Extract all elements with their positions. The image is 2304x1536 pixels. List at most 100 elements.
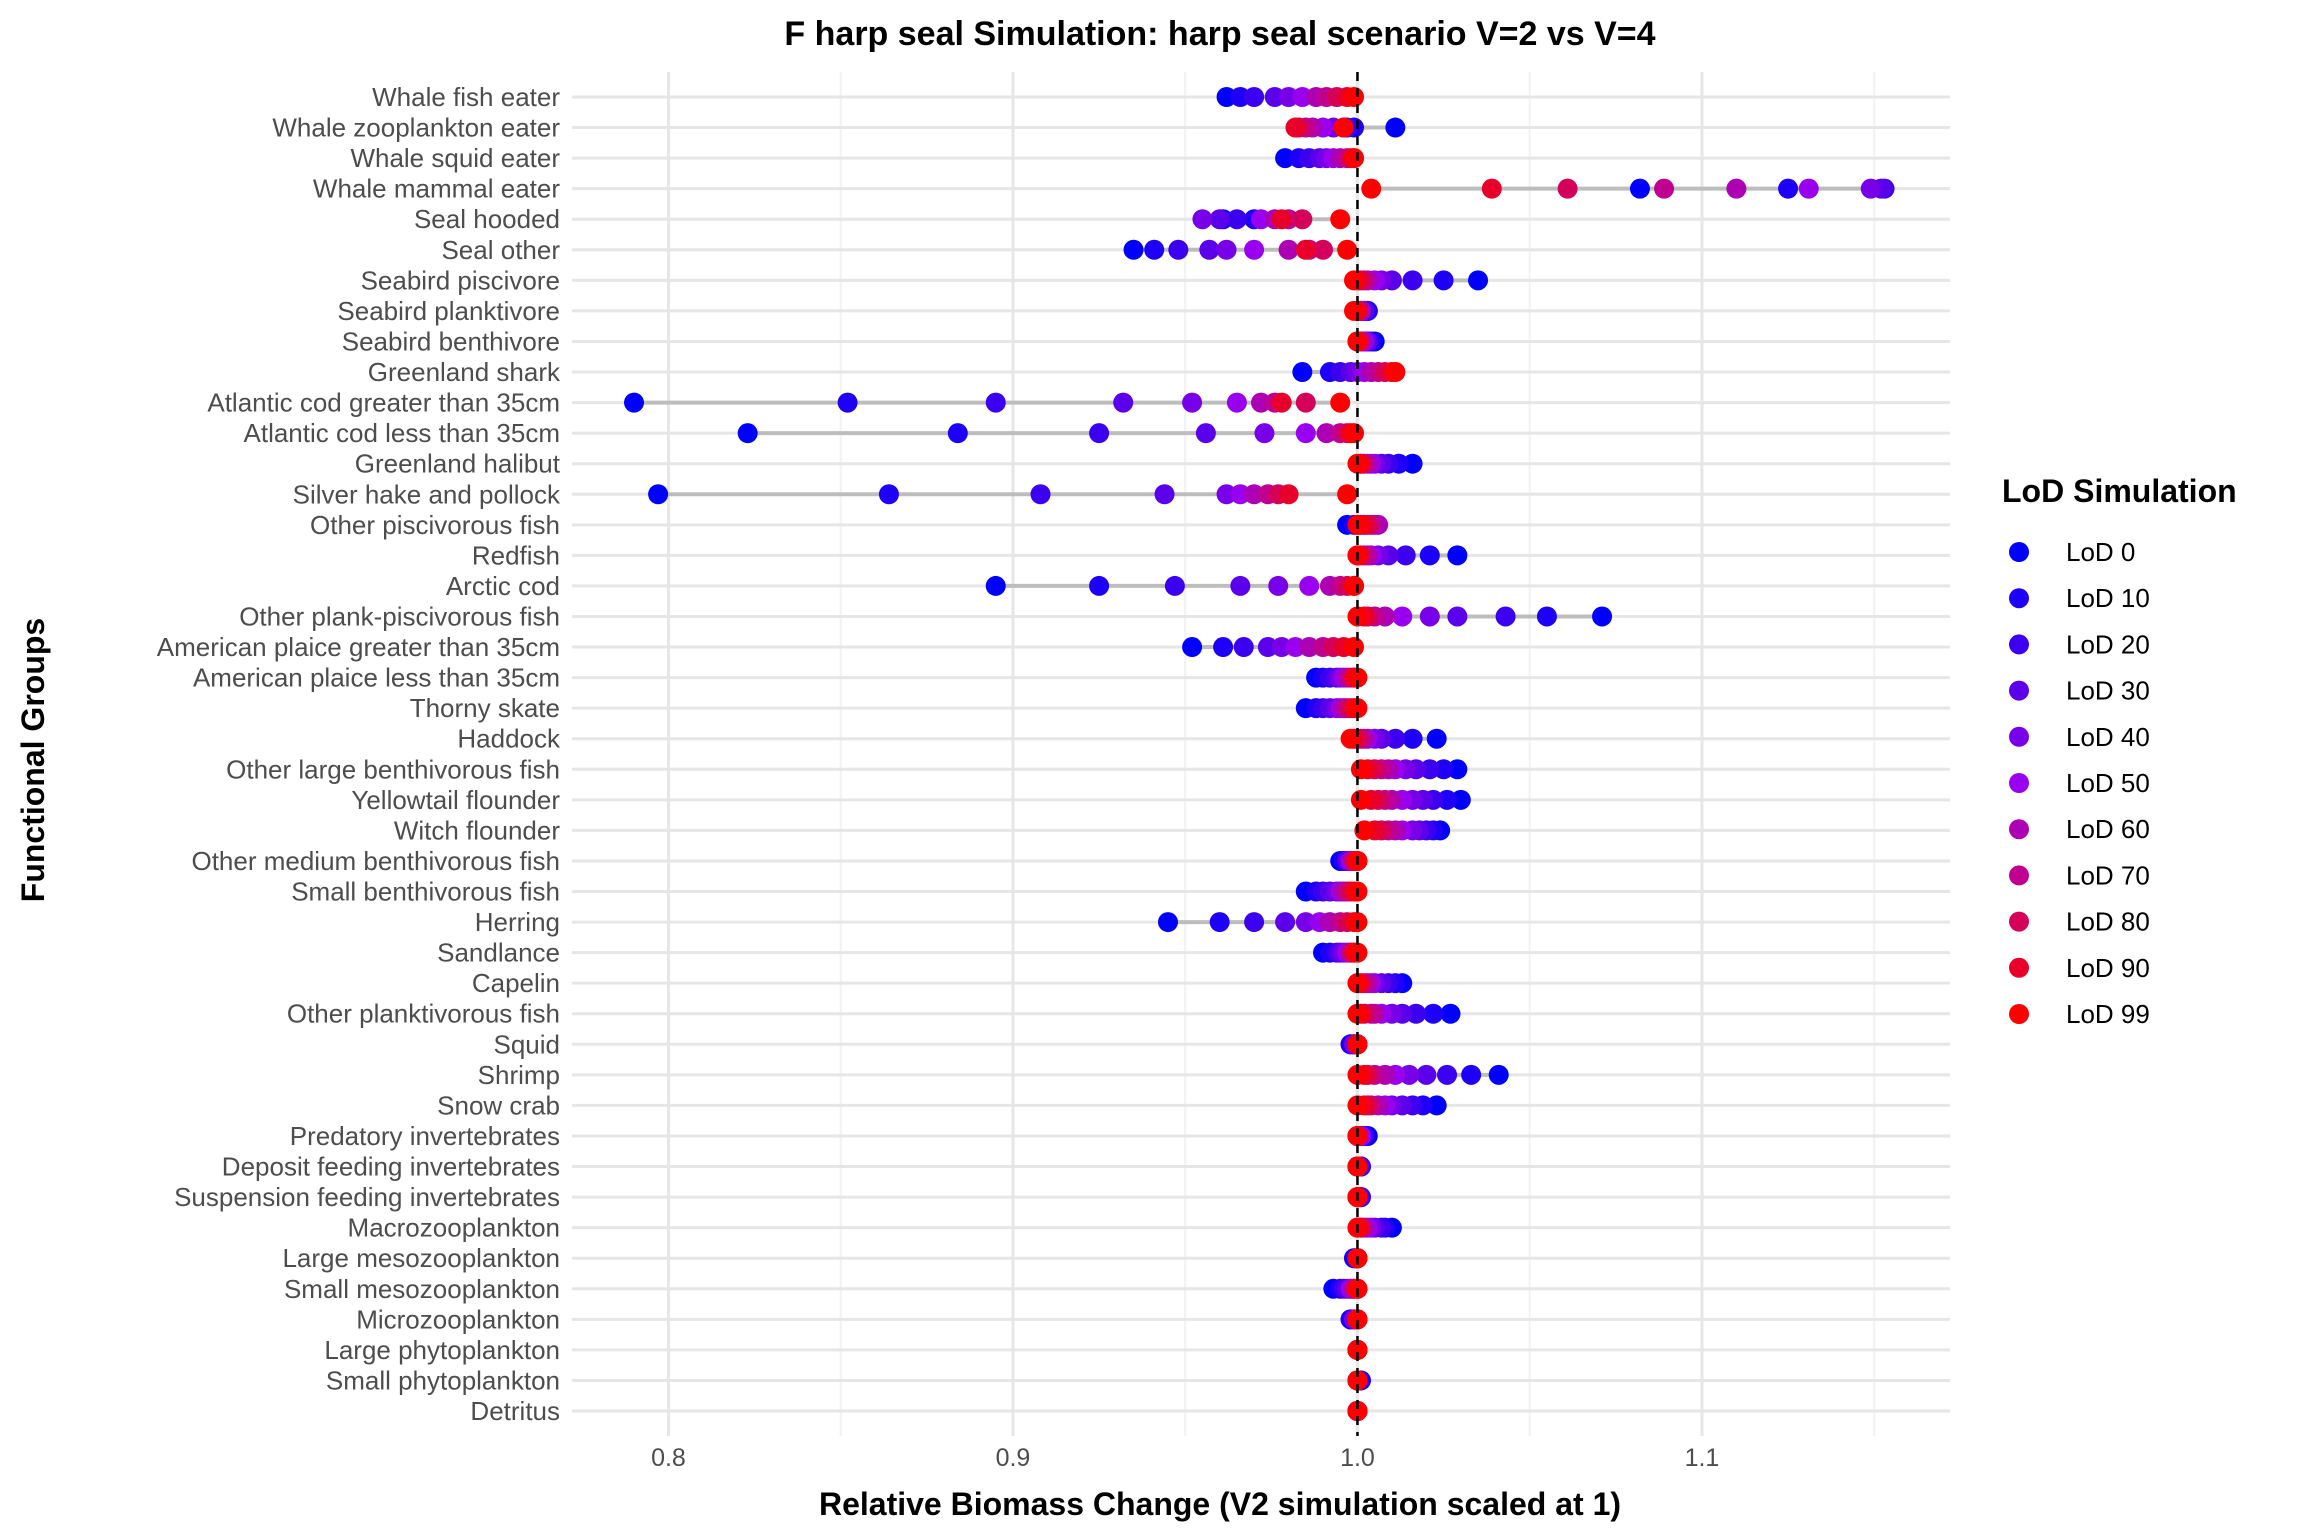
data-point — [1344, 87, 1365, 107]
data-point — [1209, 912, 1230, 933]
data-point — [1654, 178, 1675, 199]
data-point — [1347, 1034, 1368, 1055]
data-point — [1347, 973, 1368, 994]
x-tick-label: 0.8 — [651, 1444, 686, 1472]
y-tick-label: Silver hake and pollock — [293, 479, 561, 509]
data-point — [1419, 545, 1440, 566]
data-point — [1268, 575, 1289, 596]
data-point — [1278, 87, 1299, 107]
data-point — [1330, 209, 1351, 230]
data-point — [1285, 637, 1306, 658]
legend-label: LoD 0 — [2066, 537, 2135, 567]
data-point — [1292, 209, 1313, 230]
data-point — [1271, 637, 1292, 658]
data-point — [1271, 392, 1292, 413]
y-tick-label: Squid — [494, 1029, 561, 1059]
data-point — [1860, 178, 1881, 199]
data-point — [1433, 759, 1454, 780]
data-point — [1347, 1309, 1368, 1330]
data-point — [1395, 545, 1416, 566]
data-point — [1350, 789, 1371, 810]
data-point — [985, 575, 1006, 596]
data-point — [1168, 239, 1189, 260]
data-point — [1426, 1095, 1447, 1116]
data-point — [1344, 637, 1365, 658]
range-lines — [634, 95, 1885, 1383]
y-tick-label: Atlantic cod greater than 35cm — [207, 388, 560, 418]
data-point — [1392, 606, 1413, 627]
legend-key — [2009, 588, 2029, 609]
y-tick-label: Large phytoplankton — [324, 1335, 560, 1365]
data-point — [1447, 759, 1468, 780]
data-point — [1402, 270, 1423, 291]
data-point — [1292, 87, 1313, 107]
data-point — [1416, 1064, 1437, 1085]
data-point — [985, 392, 1006, 413]
data-point — [1295, 239, 1316, 260]
x-tick-label: 0.9 — [996, 1444, 1031, 1472]
y-tick-label: Redfish — [472, 540, 560, 570]
data-point — [1461, 1064, 1482, 1085]
data-point — [1299, 575, 1320, 596]
y-tick-label: Seabird piscivore — [361, 265, 560, 295]
y-tick-label: Deposit feeding invertebrates — [222, 1152, 560, 1182]
legend-label: LoD 80 — [2066, 907, 2150, 937]
data-point — [1536, 606, 1557, 627]
data-point — [1251, 209, 1271, 230]
data-point — [648, 484, 669, 505]
data-point — [947, 423, 968, 444]
data-point — [1292, 362, 1313, 383]
data-point — [1340, 728, 1361, 749]
data-point — [1402, 453, 1423, 474]
legend-key — [2009, 865, 2029, 886]
data-point — [1495, 606, 1516, 627]
legend-items: LoD 0 LoD 10 LoD 20 LoD 30 LoD 40 LoD 50 LoD 6… — [2009, 537, 2150, 1029]
data-point — [1629, 178, 1650, 199]
data-point — [1144, 239, 1165, 260]
data-point — [1123, 239, 1144, 260]
data-point — [624, 392, 645, 413]
data-point — [1316, 423, 1337, 444]
data-point — [1798, 178, 1819, 199]
data-point — [1264, 87, 1285, 107]
data-point — [1089, 575, 1110, 596]
data-point — [1230, 87, 1251, 107]
y-tick-label: American plaice greater than 35cm — [157, 632, 560, 662]
data-point — [1257, 637, 1278, 658]
data-point — [1251, 392, 1271, 413]
data-point — [1337, 484, 1358, 505]
legend-label: LoD 70 — [2066, 860, 2150, 890]
data-point — [1592, 606, 1613, 627]
data-point — [1337, 239, 1358, 260]
y-tick-label: Other large benthivorous fish — [226, 754, 560, 784]
data-point — [1344, 575, 1365, 596]
y-tick-label: Predatory invertebrates — [290, 1121, 560, 1151]
y-tick-label: Detritus — [470, 1396, 560, 1426]
data-point — [1344, 300, 1365, 321]
y-tick-label: Small mesozooplankton — [284, 1274, 560, 1304]
data-point — [1226, 392, 1247, 413]
y-tick-label: Macrozooplankton — [348, 1213, 560, 1243]
data-point — [1778, 178, 1799, 199]
y-tick-label: Haddock — [457, 724, 561, 754]
legend-label: LoD 40 — [2066, 722, 2150, 752]
data-point — [1192, 209, 1213, 230]
data-point — [1399, 1064, 1420, 1085]
data-point — [1350, 759, 1371, 780]
data-point — [1244, 87, 1265, 107]
y-tick-label: Other planktivorous fish — [287, 999, 560, 1029]
legend-key — [2009, 634, 2029, 655]
y-tick-label: Whale zooplankton eater — [272, 113, 560, 143]
y-tick-label: Small phytoplankton — [326, 1365, 560, 1395]
data-point — [1154, 484, 1175, 505]
data-point — [1347, 331, 1368, 352]
y-tick-label: Suspension feeding invertebrates — [174, 1182, 560, 1212]
data-point — [1347, 1339, 1368, 1360]
data-point — [1295, 912, 1316, 933]
data-point — [1295, 392, 1316, 413]
y-tick-label: Seabird planktivore — [337, 296, 560, 326]
y-tick-label: Yellowtail flounder — [351, 785, 560, 815]
data-point — [1385, 362, 1406, 383]
